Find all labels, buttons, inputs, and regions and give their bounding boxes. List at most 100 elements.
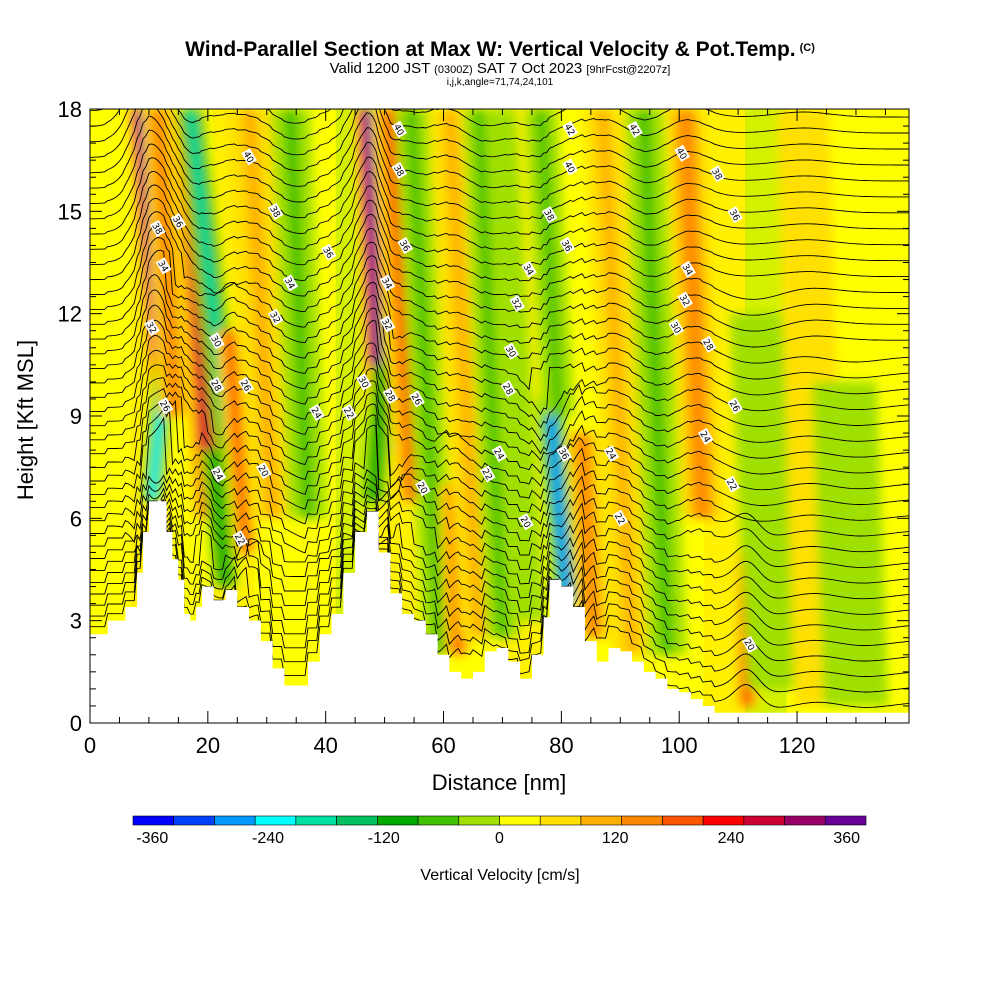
contour-label-bg — [674, 144, 690, 162]
isentrope-line — [90, 109, 909, 127]
updraft-core — [576, 433, 599, 638]
updraft-core — [678, 109, 709, 519]
isentrope-line — [90, 377, 909, 491]
contour-label-bg — [727, 397, 744, 415]
contour-label-text: 22 — [612, 512, 626, 527]
contour-label-bg — [144, 318, 160, 336]
updraft-core — [224, 330, 251, 553]
chart-subtitle: Valid 1200 JST (0300Z) SAT 7 Oct 2023 [9… — [0, 60, 1000, 77]
contour-label-bg — [391, 120, 408, 139]
isentrope-line — [90, 387, 909, 506]
updraft-core — [241, 109, 280, 519]
contour-label: 22 — [341, 404, 358, 422]
isentrope-line — [90, 109, 909, 142]
contour-label-bg — [409, 390, 425, 408]
contour-label-bg — [509, 294, 526, 312]
contour-label-bg — [491, 444, 508, 463]
isentrope-line — [90, 109, 909, 189]
title-block: Wind-Parallel Section at Max W: Vertical… — [0, 36, 1000, 88]
contour-label-text: 32 — [379, 317, 393, 332]
y-tick-label: 3 — [70, 609, 82, 634]
colorbar-swatch — [173, 815, 215, 826]
isentrope-line — [90, 115, 909, 204]
colorbar-tick-label: 120 — [602, 830, 629, 847]
contour-label-text: 22 — [479, 467, 493, 482]
contour-label-bg — [503, 342, 520, 360]
y-tick-label: 9 — [70, 404, 82, 429]
colorbar-swatch — [539, 815, 582, 826]
x-tick-label: 120 — [779, 733, 816, 758]
isentrope-line — [90, 469, 909, 568]
updraft-core — [362, 109, 384, 416]
isentrope-line — [90, 109, 909, 158]
isentrope-line — [90, 237, 909, 348]
potential-temperature-contours — [90, 109, 909, 708]
colorbar-swatch — [662, 815, 704, 826]
colorbar-tick-label: -360 — [136, 830, 168, 847]
contour-label-bg — [157, 397, 174, 415]
x-tick-label: 20 — [196, 733, 220, 758]
isentrope-line — [90, 184, 909, 282]
terrain — [90, 501, 909, 723]
contour-label-bg — [320, 243, 337, 261]
contour-label-bg — [612, 509, 629, 527]
contour-label-bg — [267, 308, 284, 326]
contour-label: 42 — [562, 120, 579, 139]
contour-label-bg — [255, 462, 272, 480]
contour-label: 22 — [232, 530, 249, 548]
contour-label-bg — [391, 161, 408, 179]
contour-label-bg — [697, 427, 714, 446]
isentrope-line — [90, 171, 909, 266]
colorbar-tick-label: -240 — [252, 830, 284, 847]
colorbar-swatch — [295, 815, 337, 826]
isentrope-line — [90, 499, 909, 631]
isentrope-line — [90, 109, 909, 173]
colorbar-swatch — [499, 815, 541, 826]
contour-label-bg — [208, 376, 225, 394]
updraft-core — [443, 109, 486, 638]
updraft-core — [596, 109, 639, 655]
colorbar-swatch — [377, 815, 419, 826]
x-tick-label: 0 — [84, 733, 96, 758]
contour-label-text: 32 — [677, 293, 691, 308]
x-tick-label: 40 — [313, 733, 337, 758]
contour-label-bg — [562, 158, 579, 176]
colorbar-tick-label: 0 — [495, 830, 504, 847]
contour-label-bg — [397, 236, 414, 255]
y-tick-label: 15 — [58, 199, 82, 224]
contour-label-bg — [627, 120, 643, 139]
plot-area: 3836343230282626242220204038343632242230… — [90, 109, 909, 723]
x-tick-label: 80 — [549, 733, 573, 758]
downdraft-core — [209, 450, 230, 587]
colorbar: -360 -240 -120 0 120 240 360 — [132, 815, 867, 847]
contour-label-bg — [677, 291, 693, 309]
colorbar-swatch — [214, 815, 256, 826]
isentrope-line — [90, 197, 909, 300]
contour-label-bg — [742, 635, 758, 654]
contour-label: 32 — [143, 318, 160, 336]
colorbar-swatch — [621, 815, 663, 826]
contour-label-bg — [282, 274, 299, 292]
colorbar-swatch — [336, 815, 378, 826]
contour-label-bg — [208, 332, 225, 350]
isentrope-line — [90, 486, 909, 600]
contour-label-bg — [541, 206, 558, 224]
y-tick-label: 18 — [58, 97, 82, 122]
y-axis: 0 3 6 9 12 15 18 — [58, 97, 909, 736]
contour-label-bg — [356, 373, 372, 391]
valid-date: SAT 7 Oct 2023 — [476, 60, 583, 77]
contour-label: 32 — [267, 308, 284, 326]
contour-label-bg — [518, 513, 534, 531]
contour-label-text: 32 — [509, 297, 523, 312]
isentrope-line — [90, 224, 909, 332]
isentrope-line — [90, 493, 909, 615]
contour-label-bg — [379, 274, 396, 292]
isentrope-line — [90, 500, 909, 662]
downdraft-core — [637, 109, 674, 655]
contour-label-bg — [479, 465, 496, 483]
contour-label-bg — [382, 386, 399, 405]
contour-label-bg — [727, 206, 744, 224]
contour-label-text: 42 — [562, 123, 576, 138]
isentrope-line — [90, 319, 909, 442]
contour-label-bg — [232, 530, 249, 548]
